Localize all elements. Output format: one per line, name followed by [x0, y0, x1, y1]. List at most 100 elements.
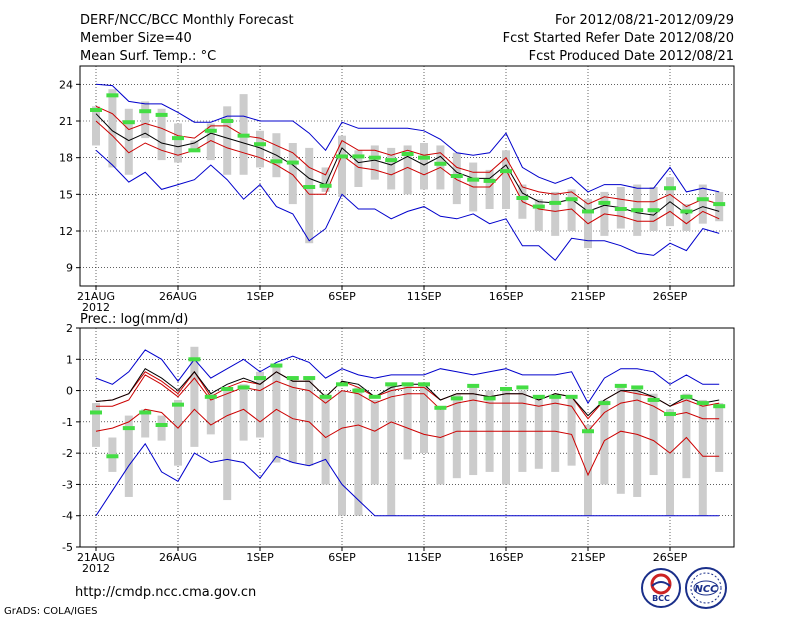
prec-member-box	[403, 384, 412, 460]
temp-forecast-marker	[270, 159, 283, 164]
produced-date-label: Fcst Produced Date 2012/08/21	[529, 49, 734, 64]
temp-member-box	[534, 199, 543, 231]
prec-forecast-marker	[385, 382, 398, 387]
prec-member-box	[272, 365, 281, 463]
prec-member-box	[616, 384, 625, 494]
temp-forecast-marker	[450, 174, 463, 178]
prec-forecast-marker	[582, 429, 594, 434]
temp-member-box	[174, 123, 182, 163]
grads-credit: GrADS: COLA/IGES	[4, 606, 98, 617]
temp-mean-line	[95, 113, 720, 216]
temp-member-box	[403, 145, 412, 195]
prec-forecast-marker	[532, 394, 545, 399]
prec-forecast-marker	[352, 388, 365, 393]
temp-forecast-marker	[549, 200, 562, 205]
temp-member-box	[387, 147, 396, 190]
prec-forecast-marker	[221, 387, 234, 392]
temp-xtick-label: 21SEP	[571, 290, 606, 303]
prec-forecast-marker	[122, 426, 135, 431]
prec-xtick-label: 21AUG	[77, 551, 115, 564]
prec-forecast-marker	[401, 382, 414, 387]
temp-forecast-marker	[139, 109, 152, 114]
member-size-label: Member Size=40	[80, 31, 192, 46]
temp-member-box	[452, 152, 461, 205]
prec-member-box	[124, 415, 133, 497]
prec-forecast-marker	[172, 402, 184, 407]
temp-member-box	[141, 101, 150, 139]
prec-xtick-label: 26AUG	[159, 551, 197, 564]
prec-ytick-label: -5	[62, 541, 73, 554]
prec-forecast-marker	[516, 385, 529, 390]
started-date-label: Fcst Started Refer Date 2012/08/20	[503, 31, 734, 46]
prec-ytick-label: 1	[66, 353, 73, 366]
temp-ytick-label: 15	[59, 188, 73, 201]
temp-forecast-marker	[696, 197, 709, 202]
temp-forecast-marker	[565, 197, 578, 202]
prec-forecast-marker	[664, 412, 676, 417]
prec-forecast-marker	[549, 394, 562, 399]
bcc-logo: BCC	[641, 568, 681, 608]
prec-member-box	[666, 409, 674, 516]
prec-ytick-label: -4	[62, 510, 73, 523]
prec-forecast-marker	[155, 422, 168, 427]
prec-member-box	[600, 399, 609, 485]
temp-forecast-marker	[204, 128, 217, 133]
prec-upper-quartile-line	[96, 374, 720, 433]
prec-member-box	[502, 387, 510, 485]
temp-xtick-label: 1SEP	[246, 290, 274, 303]
temp-forecast-marker	[664, 186, 676, 191]
prec-xtick-label: 26SEP	[653, 551, 688, 564]
prec-member-box	[354, 387, 363, 516]
temperature-plot: 9 12 15 18 21 24 21AUG 26AUG 1SEP 6SEP 11SEP 16SEP 2…	[59, 66, 734, 314]
prec-ytick-label: 2	[66, 322, 73, 335]
prec-forecast-marker	[418, 382, 430, 387]
prec-forecast-marker	[680, 394, 693, 399]
prec-forecast-marker	[303, 376, 316, 381]
prec-ytick-label: -2	[62, 447, 73, 460]
forecast-period-label: For 2012/08/21-2012/09/29	[555, 13, 734, 28]
temp-forecast-marker	[352, 154, 365, 159]
prec-xtick-label: 21SEP	[571, 551, 606, 564]
temp-member-box	[682, 204, 691, 231]
prec-forecast-marker	[467, 383, 480, 388]
temp-forecast-marker	[155, 112, 168, 117]
temp-ytick-label: 9	[66, 262, 73, 275]
temp-member-box	[551, 191, 560, 236]
prec-forecast-marker	[319, 394, 332, 399]
prec-forecast-marker	[647, 397, 660, 402]
prec-forecast-marker	[270, 363, 283, 368]
temp-member-box	[288, 143, 297, 205]
temp-forecast-marker	[418, 155, 430, 160]
prec-xtick-label: 6SEP	[328, 551, 356, 564]
temp-lower-quartile-line	[95, 120, 720, 225]
prec-forecast-marker	[483, 396, 496, 401]
prec-ytick-label: -1	[62, 416, 73, 429]
ncc-logo: NCC	[685, 567, 727, 609]
temp-member-box	[321, 167, 330, 192]
temp-xtick-label: 26SEP	[653, 290, 688, 303]
temp-xtick-label: 11SEP	[407, 290, 442, 303]
ncc-logo-text: NCC	[694, 584, 718, 595]
prec-member-box	[239, 384, 248, 441]
temp-max-line	[95, 83, 720, 193]
temp-forecast-marker	[172, 136, 184, 141]
temp-forecast-marker	[614, 207, 627, 211]
temp-min-line	[95, 149, 720, 262]
temp-forecast-marker	[434, 161, 447, 166]
prec-member-box	[715, 403, 724, 472]
prec-member-box	[288, 378, 297, 463]
temp-xtick-label: 6SEP	[328, 290, 356, 303]
temp-forecast-marker	[90, 108, 102, 112]
precipitation-panel-frame	[79, 327, 735, 548]
prec-forecast-marker	[598, 401, 611, 406]
temp-forecast-marker	[401, 152, 414, 156]
prec-forecast-marker	[565, 394, 578, 399]
temp-ytick-label: 21	[59, 115, 73, 128]
prec-forecast-marker	[631, 385, 644, 390]
prec-year-label: 2012	[82, 562, 110, 575]
temp-forecast-marker	[631, 208, 644, 213]
temp-forecast-marker	[336, 154, 348, 159]
prec-member-box	[436, 406, 445, 485]
temp-member-box	[206, 123, 215, 161]
temp-forecast-marker	[106, 93, 119, 98]
